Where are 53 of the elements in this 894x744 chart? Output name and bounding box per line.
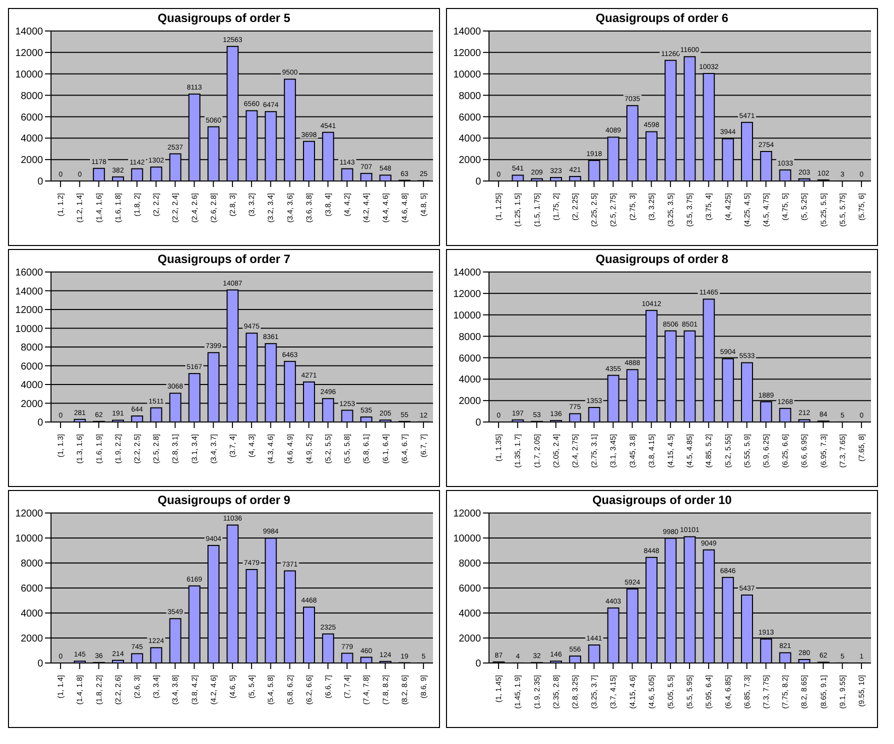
y-tick-label: 8000 <box>20 90 44 102</box>
y-tick-label: 12000 <box>453 48 482 59</box>
y-tick-label: 8000 <box>20 342 44 354</box>
y-tick-label: 6000 <box>458 584 482 595</box>
y-tick-label: 6000 <box>20 584 44 595</box>
chart-title: Quasigroups of order 8 <box>594 251 730 266</box>
y-tick-label: 8000 <box>458 90 482 102</box>
y-tick-label: 10000 <box>453 69 482 80</box>
y-tick-label: 0 <box>37 658 44 670</box>
y-tick-label: 2000 <box>458 396 482 408</box>
y-tick-label: 6000 <box>458 112 482 124</box>
y-tick-label: 14000 <box>15 26 44 38</box>
y-tick-label: 12000 <box>15 508 44 520</box>
y-tick-label: 12000 <box>15 48 44 59</box>
y-tick-label: 10000 <box>15 534 44 545</box>
y-tick-label: 12000 <box>15 305 44 316</box>
y-tick-label: 14000 <box>453 26 482 38</box>
y-tick-label: 2000 <box>20 398 44 410</box>
y-tick-label: 10000 <box>453 534 482 545</box>
y-tick-label: 8000 <box>20 558 44 570</box>
y-tick-label: 2000 <box>20 155 44 166</box>
y-tick-label: 6000 <box>20 361 44 372</box>
y-tick-label: 0 <box>475 418 482 429</box>
chart-title: Quasigroups of order 10 <box>591 492 733 507</box>
y-tick-label: 2000 <box>20 634 44 645</box>
y-tick-label: 0 <box>37 418 44 429</box>
chart-title: Quasigroups of order 7 <box>156 251 292 266</box>
y-tick-label: 14000 <box>15 286 44 298</box>
y-tick-label: 4000 <box>20 608 44 620</box>
y-tick-label: 10000 <box>15 69 44 80</box>
chart-title: Quasigroups of order 6 <box>594 10 730 25</box>
y-tick-label: 10000 <box>15 324 44 335</box>
y-tick-label: 8000 <box>458 332 482 343</box>
y-tick-label: 2000 <box>458 155 482 166</box>
y-tick-label: 12000 <box>453 508 482 520</box>
y-tick-label: 10000 <box>453 310 482 322</box>
y-tick-label: 6000 <box>458 353 482 364</box>
y-tick-label: 4000 <box>458 134 482 145</box>
chart-title: Quasigroups of order 9 <box>156 492 292 507</box>
y-tick-label: 6000 <box>20 112 44 124</box>
y-tick-label: 8000 <box>458 558 482 570</box>
y-tick-label: 4000 <box>458 374 482 386</box>
y-tick-label: 0 <box>37 176 44 188</box>
y-tick-label: 0 <box>475 658 482 670</box>
y-tick-label: 4000 <box>458 608 482 620</box>
y-tick-label: 4000 <box>20 380 44 392</box>
y-tick-label: 2000 <box>458 634 482 645</box>
y-tick-label: 4000 <box>20 134 44 145</box>
y-tick-label: 14000 <box>453 268 482 279</box>
y-tick-label: 16000 <box>15 268 44 279</box>
chart-title: Quasigroups of order 5 <box>156 10 292 25</box>
y-tick-label: 0 <box>475 176 482 188</box>
y-tick-label: 12000 <box>453 288 482 300</box>
